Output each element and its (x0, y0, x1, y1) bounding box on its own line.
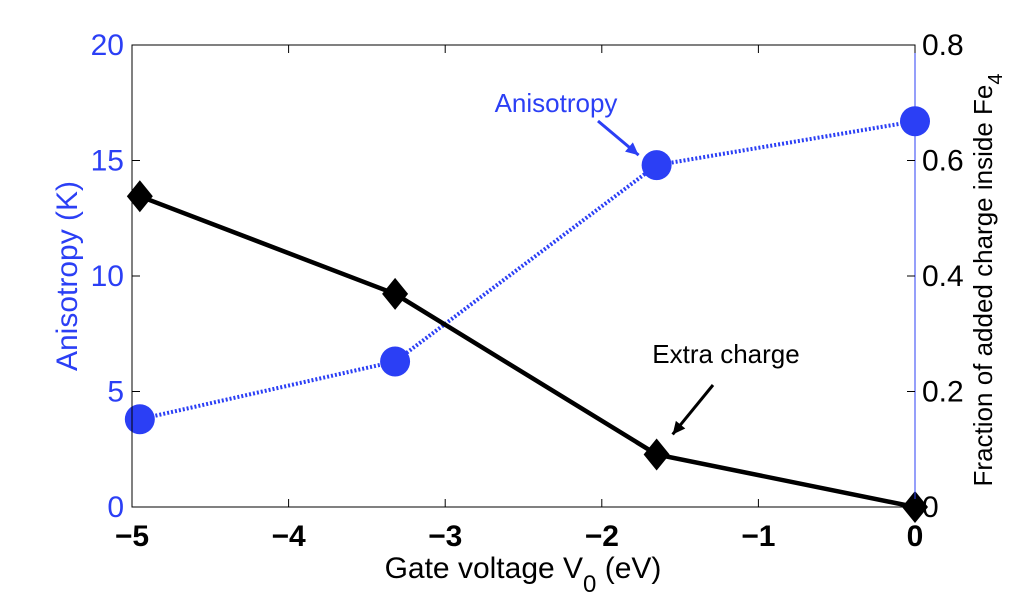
left-y-tick-label: 20 (91, 29, 124, 62)
right-y-axis-label: Fraction of added charge inside Fe4 (968, 74, 1007, 487)
x-axis-label-unit: (eV) (596, 552, 661, 585)
x-axis-label-subscript: 0 (583, 571, 596, 597)
extra-charge-point (126, 180, 153, 213)
left-y-tick-label: 0 (107, 491, 124, 524)
x-tick-label: −2 (585, 520, 619, 553)
extra-charge-point (643, 438, 670, 471)
anisotropy-annotation: Anisotropy (495, 88, 618, 118)
extra-charge-point (382, 277, 409, 310)
anisotropy-point (124, 404, 155, 435)
anisotropy-point (380, 346, 411, 377)
x-tick-label: −3 (428, 520, 462, 553)
right-y-tick-label: 0.6 (922, 145, 964, 178)
right-y-axis-label-main: Fraction of added charge inside Fe (968, 85, 998, 487)
x-tick-label: −1 (741, 520, 775, 553)
extra-charge-annotation: Extra charge (652, 339, 799, 369)
right-y-tick-label: 0.2 (922, 376, 964, 409)
right-y-tick-label: 0 (922, 491, 939, 524)
x-axis-label: Gate voltage V0 (eV) (385, 552, 662, 597)
x-tick-label: −4 (271, 520, 306, 553)
x-axis-label-main: Gate voltage V (385, 552, 583, 585)
extra-charge-arrow-head (672, 420, 686, 435)
anisotropy-point (641, 150, 672, 181)
right-y-tick-label: 0.4 (922, 260, 964, 293)
x-tick-label: 0 (907, 520, 924, 553)
left-y-axis-label: Anisotropy (K) (51, 181, 84, 371)
left-y-tick-label: 5 (107, 376, 124, 409)
anisotropy-series-line (139, 119, 916, 422)
extra-charge-series-line (139, 194, 916, 510)
x-tick-label: −5 (115, 520, 149, 553)
right-y-axis-label-subscript: 4 (985, 74, 1007, 85)
left-y-tick-label: 10 (91, 260, 124, 293)
anisotropy-arrow-head (625, 142, 639, 156)
left-y-tick-label: 15 (91, 145, 124, 178)
right-y-tick-label: 0.8 (922, 29, 964, 62)
